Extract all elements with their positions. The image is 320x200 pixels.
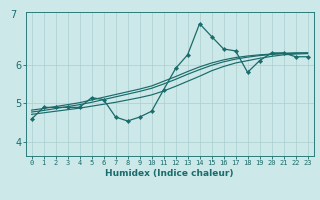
Text: 7: 7 (11, 10, 17, 20)
X-axis label: Humidex (Indice chaleur): Humidex (Indice chaleur) (105, 169, 234, 178)
